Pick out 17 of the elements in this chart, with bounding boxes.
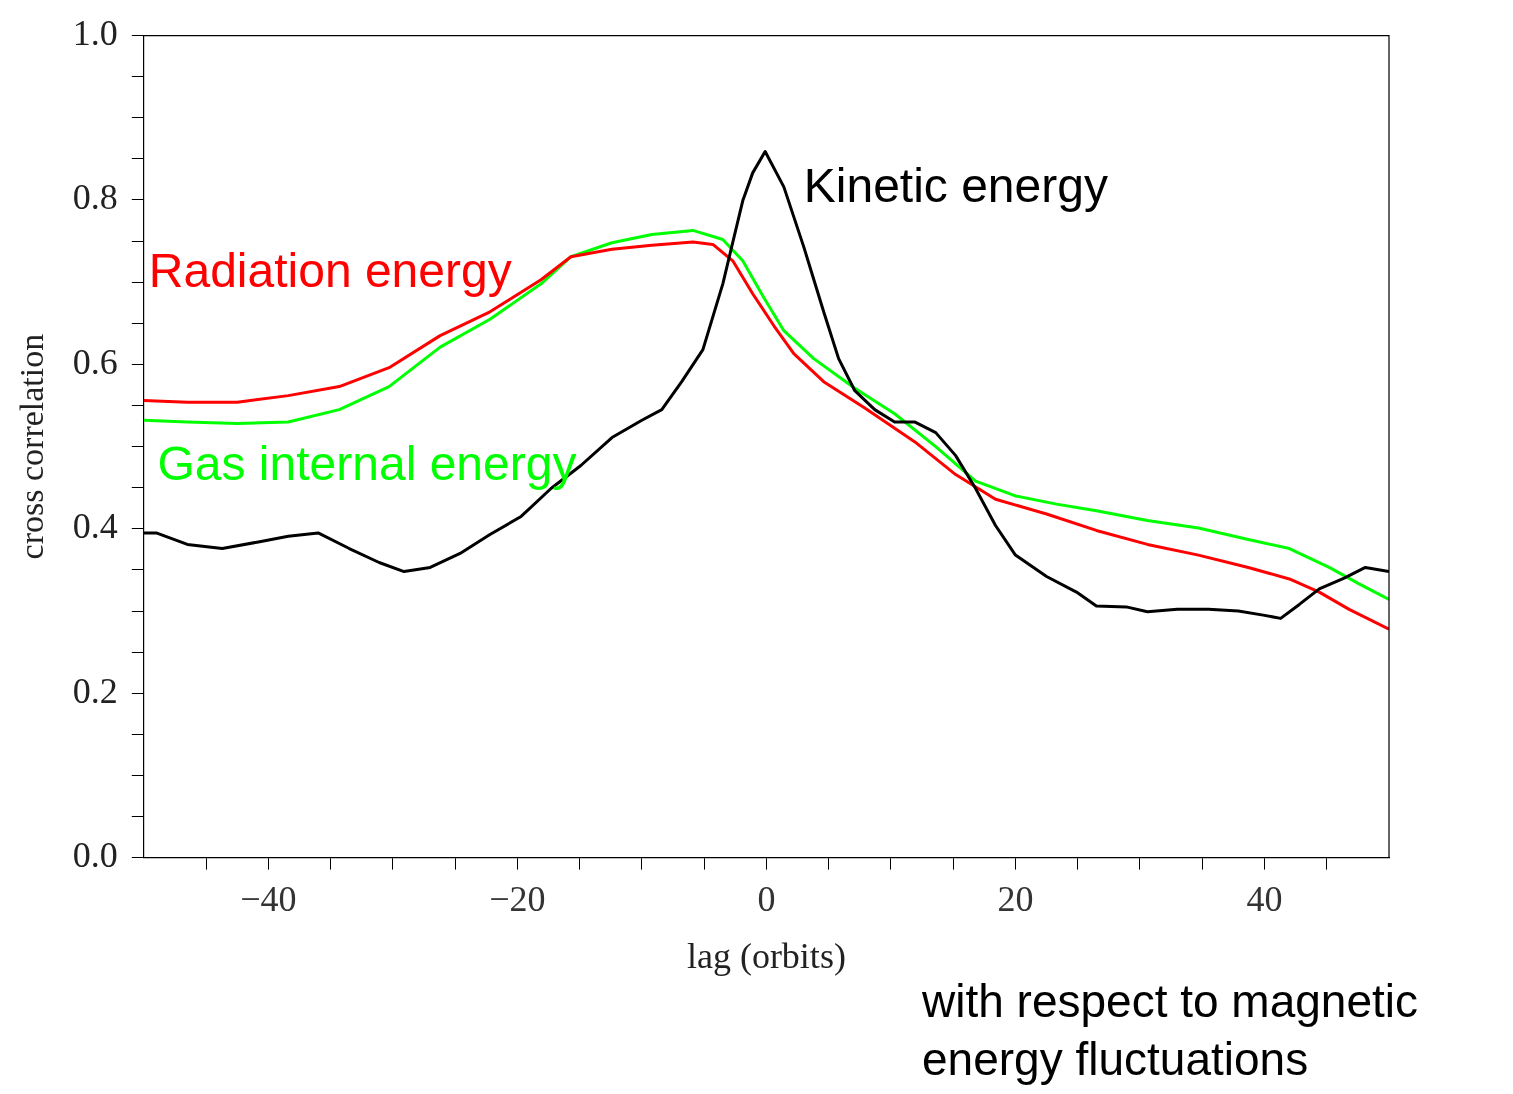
series-label: Kinetic energy xyxy=(803,158,1108,212)
y-tick-label: 0.8 xyxy=(72,177,118,218)
x-tick-label: 0 xyxy=(757,878,776,919)
y-axis-title: cross correlation xyxy=(13,333,51,560)
y-tick-label: 0.6 xyxy=(72,341,118,382)
text: with respect to magnetic energy fluctuations xyxy=(922,974,1419,1087)
x-tick-label: 40 xyxy=(1246,878,1283,919)
y-tick-label: 0.0 xyxy=(72,835,118,876)
y-tick-label: 0.2 xyxy=(72,670,118,711)
series-label: Radiation energy xyxy=(148,244,512,298)
y-tick-label: 1.0 xyxy=(72,13,118,54)
x-tick-label: 20 xyxy=(997,878,1034,919)
y-tick-label: 0.4 xyxy=(72,506,118,547)
series-label: Gas internal energy xyxy=(157,436,577,490)
x-axis-title: lag (orbits) xyxy=(686,935,846,976)
x-tick-label: −20 xyxy=(489,878,546,919)
x-tick-label: −40 xyxy=(240,878,297,919)
